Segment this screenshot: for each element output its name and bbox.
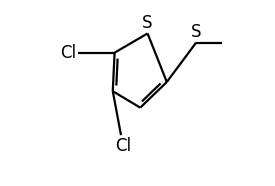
- Text: Cl: Cl: [60, 44, 76, 62]
- Text: Cl: Cl: [115, 137, 131, 155]
- Text: S: S: [191, 23, 201, 41]
- Text: S: S: [142, 14, 153, 32]
